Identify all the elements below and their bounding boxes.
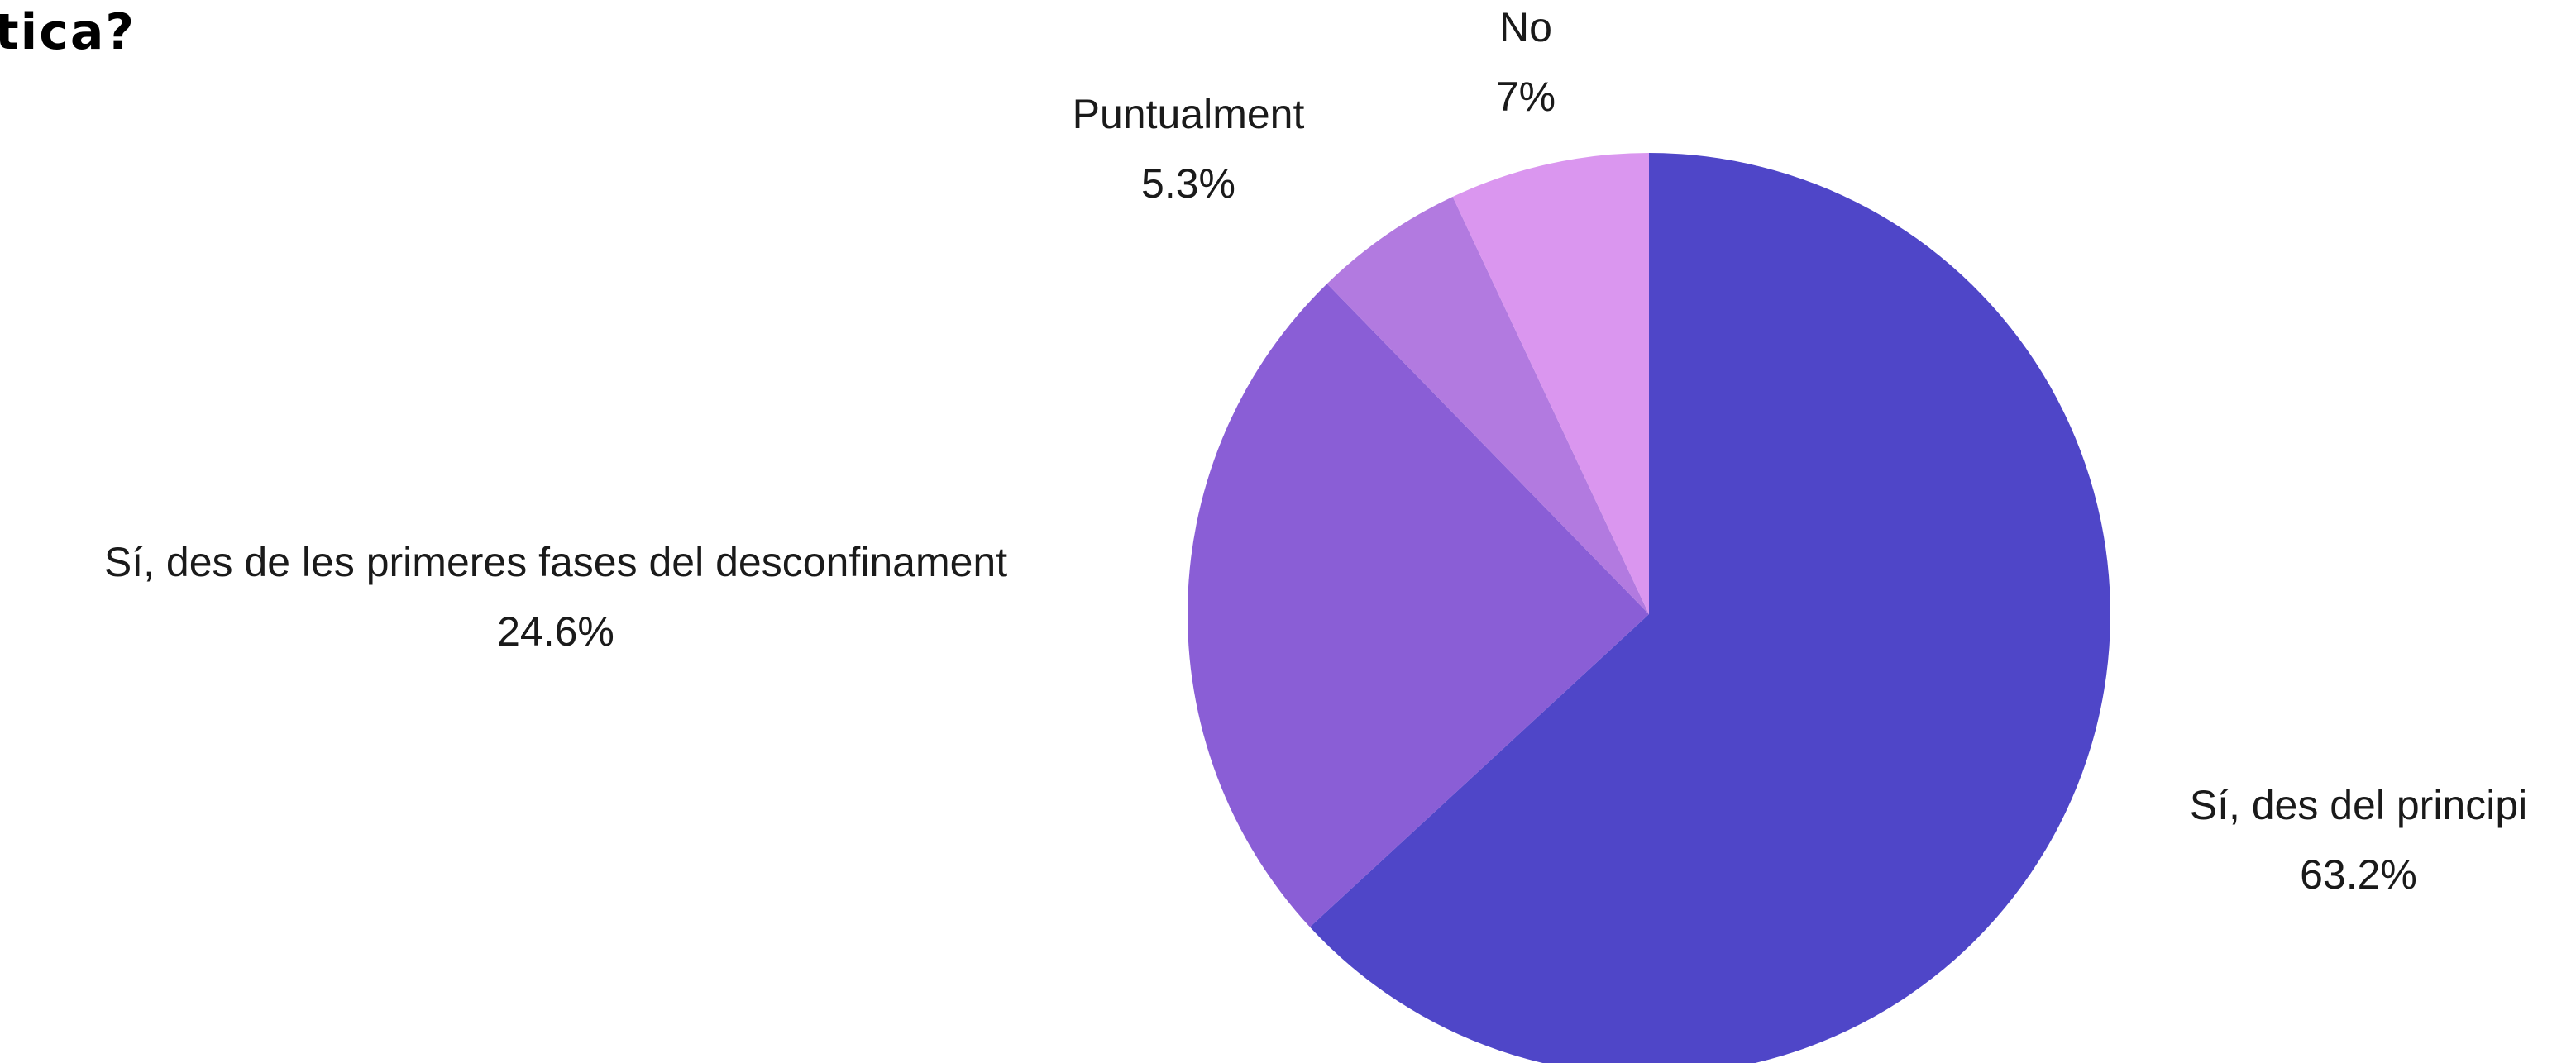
slice-value-si-des-del-principi: 63.2% [2300, 851, 2417, 898]
slice-label-puntualment: Puntualment [1073, 91, 1305, 137]
pie-slice-si-des-de-les-primeres-fases-del-desconfinament [1188, 284, 1649, 927]
slice-value-puntualment: 5.3% [1141, 160, 1235, 207]
pie-slice-puntualment [1326, 197, 1649, 614]
slice-label-si-des-del-principi: Sí, des del principi [2190, 782, 2528, 828]
pie-slice-no [1452, 153, 1649, 614]
pie-slice-si-des-del-principi [1309, 153, 2110, 1063]
slice-value-no: 7% [1496, 74, 1556, 120]
chart-title: tica? [0, 3, 136, 61]
pie-labels: Sí, des del principi 63.2% Sí, des de les … [104, 4, 2527, 898]
slice-label-si-des-de-les-primeres-fases-del-desconfinament: Sí, des de les primeres fases del descon… [104, 539, 1007, 585]
slice-label-no: No [1499, 4, 1552, 50]
pie-slices [1188, 153, 2110, 1063]
slice-value-si-des-de-les-primeres-fases-del-desconfinament: 24.6% [497, 608, 614, 655]
